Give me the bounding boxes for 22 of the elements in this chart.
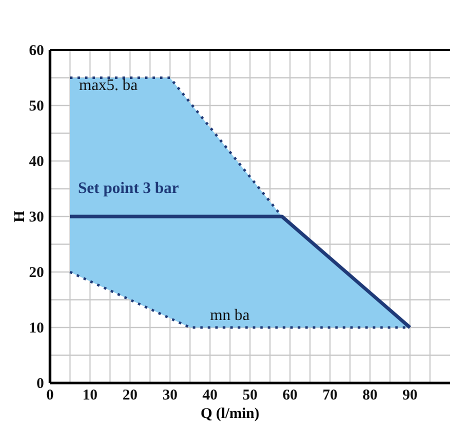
y-tick-label: 40: [29, 154, 44, 170]
x-tick-label: 30: [162, 388, 178, 404]
annotation: Set point 3 bar: [78, 180, 179, 197]
x-tick-label: 20: [122, 388, 138, 404]
y-tick-label: 50: [29, 98, 44, 114]
x-tick-label: 80: [362, 388, 378, 404]
x-tick-label: 90: [402, 388, 418, 404]
annotation: mn ba: [210, 307, 250, 324]
x-tick-label: 0: [46, 388, 54, 404]
x-tick-label: 50: [242, 388, 258, 404]
annotation: max5. ba: [79, 77, 138, 94]
y-tick-label: 0: [36, 376, 44, 392]
y-axis-title: H: [12, 210, 28, 222]
x-tick-label: 40: [202, 388, 218, 404]
y-tick-label: 30: [29, 209, 44, 226]
y-tick-label: 20: [29, 264, 44, 281]
x-tick-label: 10: [82, 388, 98, 404]
y-tick-label: 10: [29, 320, 44, 336]
x-tick-label: 70: [322, 388, 338, 404]
y-tick-label: 60: [29, 42, 44, 59]
x-tick-label: 60: [282, 388, 298, 404]
x-axis-title: Q (l/min): [200, 406, 260, 422]
